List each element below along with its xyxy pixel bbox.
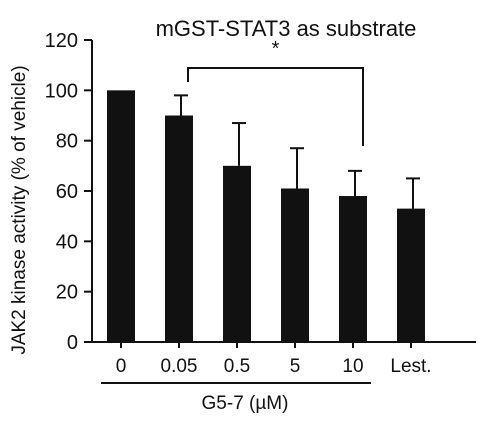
x-tick-label: Lest. [390, 356, 431, 377]
y-tick-label: 60 [56, 181, 78, 203]
significance-label: * [272, 38, 280, 60]
y-tick-label: 40 [56, 231, 78, 253]
y-tick-label: 0 [67, 332, 78, 354]
x-tick-label: 10 [342, 356, 363, 377]
y-tick-label: 20 [56, 282, 78, 304]
bar [397, 208, 425, 342]
y-axis-label: JAK2 kinase activity (% of vehicle) [9, 65, 30, 354]
significance-bracket [187, 67, 364, 146]
x-tick-label: 0 [116, 356, 127, 377]
bar [165, 115, 193, 342]
y-tick-label: 80 [56, 131, 78, 153]
chart-title: mGST-STAT3 as substrate [156, 16, 417, 41]
y-tick-label: 100 [45, 80, 78, 102]
bar [281, 188, 309, 342]
y-tick-label: 120 [45, 30, 78, 52]
x-tick-label: 0.05 [161, 356, 198, 377]
bar [223, 165, 251, 342]
group-label: G5-7 (µM) [202, 393, 289, 414]
bar [339, 196, 367, 342]
x-tick-label: 5 [290, 356, 301, 377]
bar [107, 90, 135, 342]
plot-area: 0 20 40 60 80 100 120 0 0.05 0.5 5 10 Lest. [45, 30, 476, 384]
x-tick-label: 0.5 [224, 356, 250, 377]
